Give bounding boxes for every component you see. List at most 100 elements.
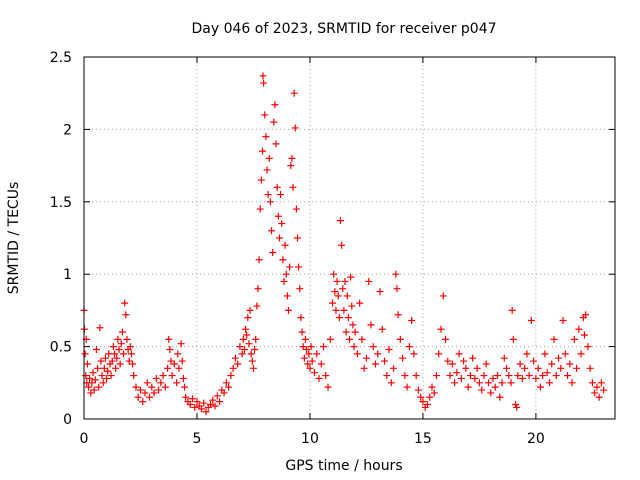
data-point: [130, 372, 138, 380]
data-point: [86, 374, 94, 382]
data-point: [96, 324, 104, 332]
data-point: [362, 354, 370, 362]
data-point: [269, 248, 277, 256]
data-point: [283, 292, 291, 300]
data-point: [274, 212, 282, 220]
data-point: [298, 328, 306, 336]
data-point: [453, 369, 461, 377]
data-point: [394, 311, 402, 319]
data-point: [508, 306, 516, 314]
data-point: [92, 345, 100, 353]
data-point: [294, 234, 302, 242]
data-point: [300, 354, 308, 362]
data-point: [209, 396, 217, 404]
data-point: [580, 331, 588, 339]
data-point: [509, 335, 517, 343]
data-point: [600, 386, 608, 394]
data-point: [242, 325, 250, 333]
data-point: [505, 372, 513, 380]
data-point: [439, 292, 447, 300]
data-point: [81, 350, 89, 358]
data-point: [326, 335, 334, 343]
data-point: [393, 285, 401, 293]
data-point: [97, 357, 105, 365]
data-point: [496, 393, 504, 401]
y-tick-label: 1: [63, 267, 72, 283]
data-point: [320, 343, 328, 351]
data-point: [568, 379, 576, 387]
data-point: [143, 379, 151, 387]
data-point: [310, 369, 318, 377]
data-point: [475, 379, 483, 387]
data-point: [426, 393, 434, 401]
data-point: [428, 383, 436, 391]
data-point: [243, 331, 251, 339]
data-point: [376, 288, 384, 296]
data-point: [358, 335, 366, 343]
data-point: [254, 285, 262, 293]
data-point: [469, 354, 477, 362]
data-point: [141, 389, 149, 397]
data-point: [279, 256, 287, 264]
data-point: [200, 399, 208, 407]
data-point: [541, 350, 549, 358]
data-point: [170, 360, 178, 368]
data-point: [112, 364, 120, 372]
data-point: [281, 241, 289, 249]
data-point: [550, 335, 558, 343]
data-point: [90, 386, 98, 394]
data-point: [257, 176, 265, 184]
data-point: [113, 354, 121, 362]
data-point: [353, 350, 361, 358]
data-point: [289, 183, 297, 191]
data-point: [566, 360, 574, 368]
data-point: [435, 350, 443, 358]
data-point: [448, 360, 456, 368]
data-point: [480, 372, 488, 380]
data-point: [340, 306, 348, 314]
data-point: [351, 328, 359, 336]
data-point: [268, 227, 276, 235]
data-point: [278, 220, 286, 228]
data-point: [104, 367, 112, 375]
data-point: [271, 101, 279, 109]
data-point: [408, 317, 416, 325]
data-point: [173, 379, 181, 387]
data-point: [514, 372, 522, 380]
data-point: [313, 350, 321, 358]
data-point: [451, 379, 459, 387]
data-point: [127, 350, 135, 358]
plot-frame: [83, 56, 616, 420]
data-point: [331, 288, 339, 296]
data-point: [266, 198, 274, 206]
data-point: [265, 154, 273, 162]
data-point: [103, 374, 111, 382]
data-point: [401, 372, 409, 380]
y-tick-label: 0.5: [50, 340, 72, 356]
data-point: [264, 191, 272, 199]
axis-ticks: [83, 56, 615, 420]
data-point: [423, 401, 431, 409]
data-point: [341, 277, 349, 285]
data-point: [211, 402, 219, 410]
data-point: [123, 335, 131, 343]
data-point: [582, 311, 590, 319]
data-point: [248, 357, 256, 365]
data-point: [336, 217, 344, 225]
data-point: [122, 311, 130, 319]
data-point: [115, 345, 123, 353]
data-point: [387, 379, 395, 387]
data-point: [478, 386, 486, 394]
data-point: [365, 277, 373, 285]
data-point: [419, 398, 427, 406]
data-point: [178, 357, 186, 365]
data-point: [120, 350, 128, 358]
data-point: [182, 393, 190, 401]
data-point: [414, 386, 422, 394]
data-point: [473, 364, 481, 372]
data-point: [390, 364, 398, 372]
data-point: [555, 354, 563, 362]
data-point: [99, 379, 107, 387]
data-point: [263, 166, 271, 174]
